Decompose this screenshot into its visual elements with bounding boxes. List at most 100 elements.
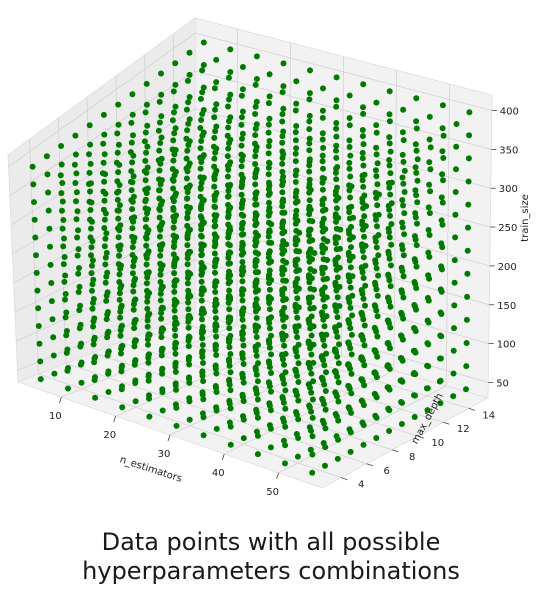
data-point [213,79,220,86]
data-point [334,353,341,360]
data-point [464,270,471,277]
data-point [266,340,273,347]
data-point [295,360,302,367]
data-point [91,337,97,343]
data-point [213,425,220,432]
data-point [199,251,205,258]
data-point [348,331,355,338]
data-point [373,151,380,158]
data-point [129,270,136,277]
data-point [212,303,219,310]
data-point [309,414,316,421]
data-point [279,118,286,125]
data-point [37,376,44,383]
data-point [101,131,108,138]
data-point [359,199,366,206]
data-point [130,288,137,295]
data-point [281,266,288,273]
data-point [322,245,329,252]
data-point [373,435,380,441]
data-point [333,125,340,132]
data-point [199,323,206,330]
data-point [169,166,176,172]
data-point [440,132,447,139]
data-point [253,239,260,246]
data-point [213,389,220,395]
data-point [198,241,205,248]
data-point [239,130,246,137]
data-point [172,314,178,321]
data-point [375,232,382,238]
data-point [130,132,136,139]
data-point [62,314,69,321]
data-point [265,150,272,157]
data-point [114,196,121,203]
data-point [319,291,326,298]
data-point [306,299,313,306]
data-point [253,258,260,265]
data-point [293,187,300,194]
data-point [294,295,301,302]
data-point [450,347,457,354]
data-point [281,304,288,311]
data-point [399,289,406,296]
data-point [184,214,191,221]
data-point [115,141,122,148]
data-point [227,423,234,430]
data-point [198,246,205,253]
data-point [348,370,355,377]
data-point [306,135,313,142]
data-point [253,371,260,378]
data-point [87,207,94,213]
data-point [346,144,353,150]
data-point [280,376,286,383]
data-point [199,287,206,294]
data-point [227,332,234,339]
data-point [362,282,369,289]
data-point [158,315,165,322]
y-tick-label: 14 [482,410,495,421]
data-point [332,169,339,176]
data-point [386,140,393,147]
data-point [425,297,432,304]
data-point [157,271,164,278]
data-point [211,155,218,162]
data-point [255,323,261,330]
data-point [386,118,393,125]
data-point [199,89,206,96]
data-point [145,354,152,361]
data-point [293,78,300,85]
data-point [360,104,366,111]
data-point [158,329,165,336]
data-point [88,270,95,277]
data-point [281,247,288,254]
data-point [333,133,340,140]
data-point [255,250,261,257]
data-point [385,251,392,258]
data-point [450,393,457,400]
data-point [239,311,246,318]
data-point [412,328,419,335]
data-point [349,253,356,260]
data-point [360,422,367,428]
data-point [75,270,82,277]
y-tick-label: 6 [384,466,390,477]
data-point [226,242,233,249]
data-point [227,441,234,448]
data-point [158,334,165,341]
data-point [375,272,382,279]
data-point [321,401,327,408]
data-point [333,393,340,400]
data-point [184,251,191,257]
data-point [334,274,341,281]
data-point [437,400,444,407]
data-point [199,305,206,312]
grid-line [194,32,492,111]
data-point [74,234,81,241]
data-point [155,157,162,164]
data-point [116,202,123,209]
data-point [184,209,191,216]
data-point [226,268,232,275]
data-point [268,370,274,376]
data-point [114,207,121,214]
